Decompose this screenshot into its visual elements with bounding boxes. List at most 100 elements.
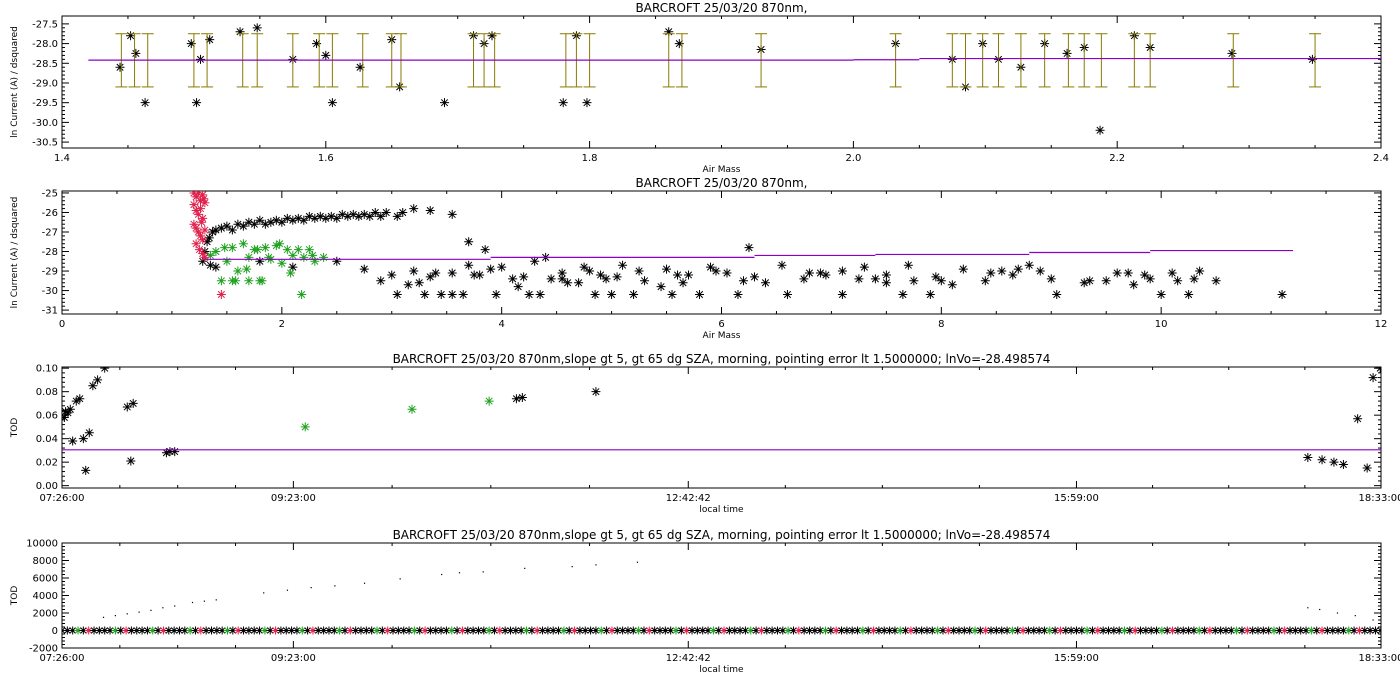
data-point-star — [563, 278, 573, 288]
data-point-star — [1168, 626, 1177, 635]
plot-frame — [61, 190, 1382, 315]
data-point-star — [1344, 626, 1353, 635]
data-point-star — [656, 282, 666, 292]
data-point-star — [490, 626, 499, 635]
data-point-star — [1184, 289, 1194, 299]
data-point-star — [310, 213, 320, 223]
data-point-star — [186, 626, 195, 635]
data-point-star — [282, 245, 292, 255]
data-point-star — [343, 211, 353, 221]
data-point-star — [71, 396, 81, 406]
data-point-star — [722, 268, 732, 278]
y-tick-label: 6000 — [33, 574, 58, 585]
data-point-star — [794, 626, 803, 635]
data-point-star — [299, 252, 309, 262]
y-tick-label: 0.04 — [36, 434, 58, 445]
x-tick-label: 15:59:00 — [1054, 493, 1099, 504]
data-point-star — [629, 626, 638, 635]
data-point-star — [244, 276, 254, 286]
data-point-star — [546, 274, 556, 284]
data-point-dot — [334, 585, 336, 587]
data-point-star — [1141, 626, 1150, 635]
data-point-star — [199, 194, 209, 204]
data-point-star — [947, 280, 957, 290]
data-point-star — [332, 213, 342, 223]
data-point-star — [1254, 626, 1262, 635]
data-point-star — [198, 191, 208, 200]
data-point-star — [1072, 626, 1081, 635]
data-point-star — [288, 215, 298, 225]
data-point-star — [778, 626, 787, 635]
data-point-star — [997, 266, 1007, 276]
data-point-star — [848, 626, 857, 635]
data-point-star — [903, 260, 913, 270]
data-point-star — [799, 274, 809, 284]
y-tick-label: -25 — [42, 188, 58, 199]
y-axis-label: TOD — [10, 586, 20, 607]
data-point-star — [319, 252, 329, 262]
data-point-star — [533, 626, 542, 635]
data-point-star — [1328, 626, 1337, 635]
data-point-dot — [1336, 612, 1339, 614]
data-point-dot — [138, 611, 140, 613]
plot-area — [62, 561, 1381, 635]
data-point-star — [517, 626, 526, 635]
data-point-star — [84, 626, 93, 635]
data-point-dot — [114, 615, 116, 617]
data-point-star — [362, 626, 371, 635]
data-point-star — [1104, 626, 1113, 635]
data-point-star — [898, 289, 908, 299]
x-tick-label: 1.8 — [582, 153, 598, 164]
data-point-star — [218, 626, 227, 635]
data-point-star — [864, 626, 873, 635]
data-point-star — [63, 626, 72, 635]
data-point-star — [1157, 626, 1166, 635]
data-point-star — [557, 274, 567, 284]
data-point-star — [554, 626, 563, 635]
data-point-star — [558, 98, 568, 108]
data-point-star — [175, 626, 184, 635]
data-point-dot — [636, 561, 639, 563]
data-point-star — [197, 217, 207, 227]
data-point-star — [890, 626, 899, 635]
data-point-star — [293, 245, 303, 255]
data-point-star — [987, 626, 996, 635]
data-point-star — [216, 223, 226, 233]
data-point-star — [613, 626, 622, 635]
data-point-star — [976, 626, 985, 635]
data-point-star — [495, 626, 504, 635]
y-tick-label: -26 — [42, 208, 58, 219]
chart-title: BARCROFT 25/03/20 870nm,slope gt 5, gt 6… — [393, 528, 1051, 542]
data-point-dot — [1372, 619, 1374, 621]
plot-area — [62, 367, 1381, 475]
data-point-star — [205, 35, 215, 45]
data-point-dot — [203, 600, 205, 602]
data-point-star — [340, 626, 349, 635]
x-tick-label: 6 — [718, 319, 724, 330]
data-point-star — [234, 626, 243, 635]
data-point-star — [777, 260, 787, 270]
data-point-star — [74, 626, 83, 635]
data-point-dot — [441, 573, 443, 576]
data-point-star — [327, 98, 337, 108]
data-point-star — [1375, 367, 1381, 373]
data-point-star — [612, 272, 622, 282]
data-point-star — [475, 270, 485, 280]
data-point-star — [543, 626, 552, 635]
data-point-dot — [363, 582, 366, 584]
data-point-dot — [102, 616, 105, 618]
data-point-star — [415, 626, 424, 635]
data-point-star — [326, 211, 336, 221]
data-point-star — [881, 270, 891, 280]
data-point-star — [971, 626, 980, 635]
data-point-star — [223, 626, 232, 635]
data-point-star — [312, 39, 322, 49]
data-point-star — [238, 239, 248, 249]
data-point-star — [194, 245, 204, 255]
data-point-star — [1195, 626, 1204, 635]
data-point-star — [238, 221, 248, 231]
data-point-star — [126, 456, 136, 466]
data-point-star — [1248, 626, 1257, 635]
data-point-star — [1145, 274, 1155, 284]
data-point-star — [128, 398, 138, 408]
